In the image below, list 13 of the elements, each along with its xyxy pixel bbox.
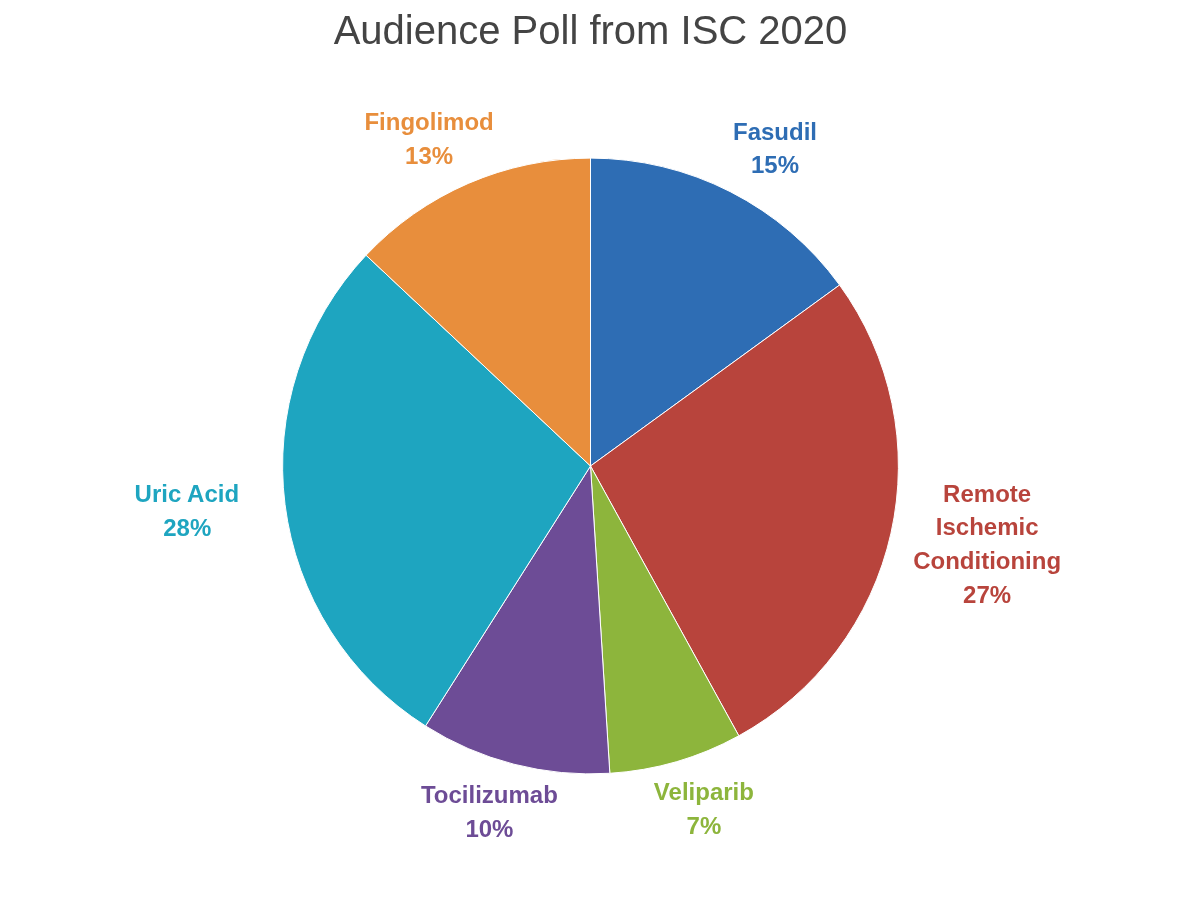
data-label: 7% <box>686 812 722 840</box>
chart-title: Audience Poll from ISC 2020 <box>333 7 848 52</box>
data-label: 10% <box>465 815 514 843</box>
slice-label: Veliparib <box>653 778 754 806</box>
data-label: 13% <box>405 141 454 169</box>
slice-label: Remote Ischemic Conditioning <box>913 479 1062 575</box>
slice-label: Tocilizumab <box>420 781 558 809</box>
data-label: 15% <box>750 151 800 179</box>
data-label: 28% <box>163 514 212 542</box>
slice-label: Uric Acid <box>134 480 240 508</box>
slice-label: Fasudil <box>733 117 818 145</box>
slice-label: Fingolimod <box>364 108 494 136</box>
data-label: 27% <box>963 580 1012 608</box>
